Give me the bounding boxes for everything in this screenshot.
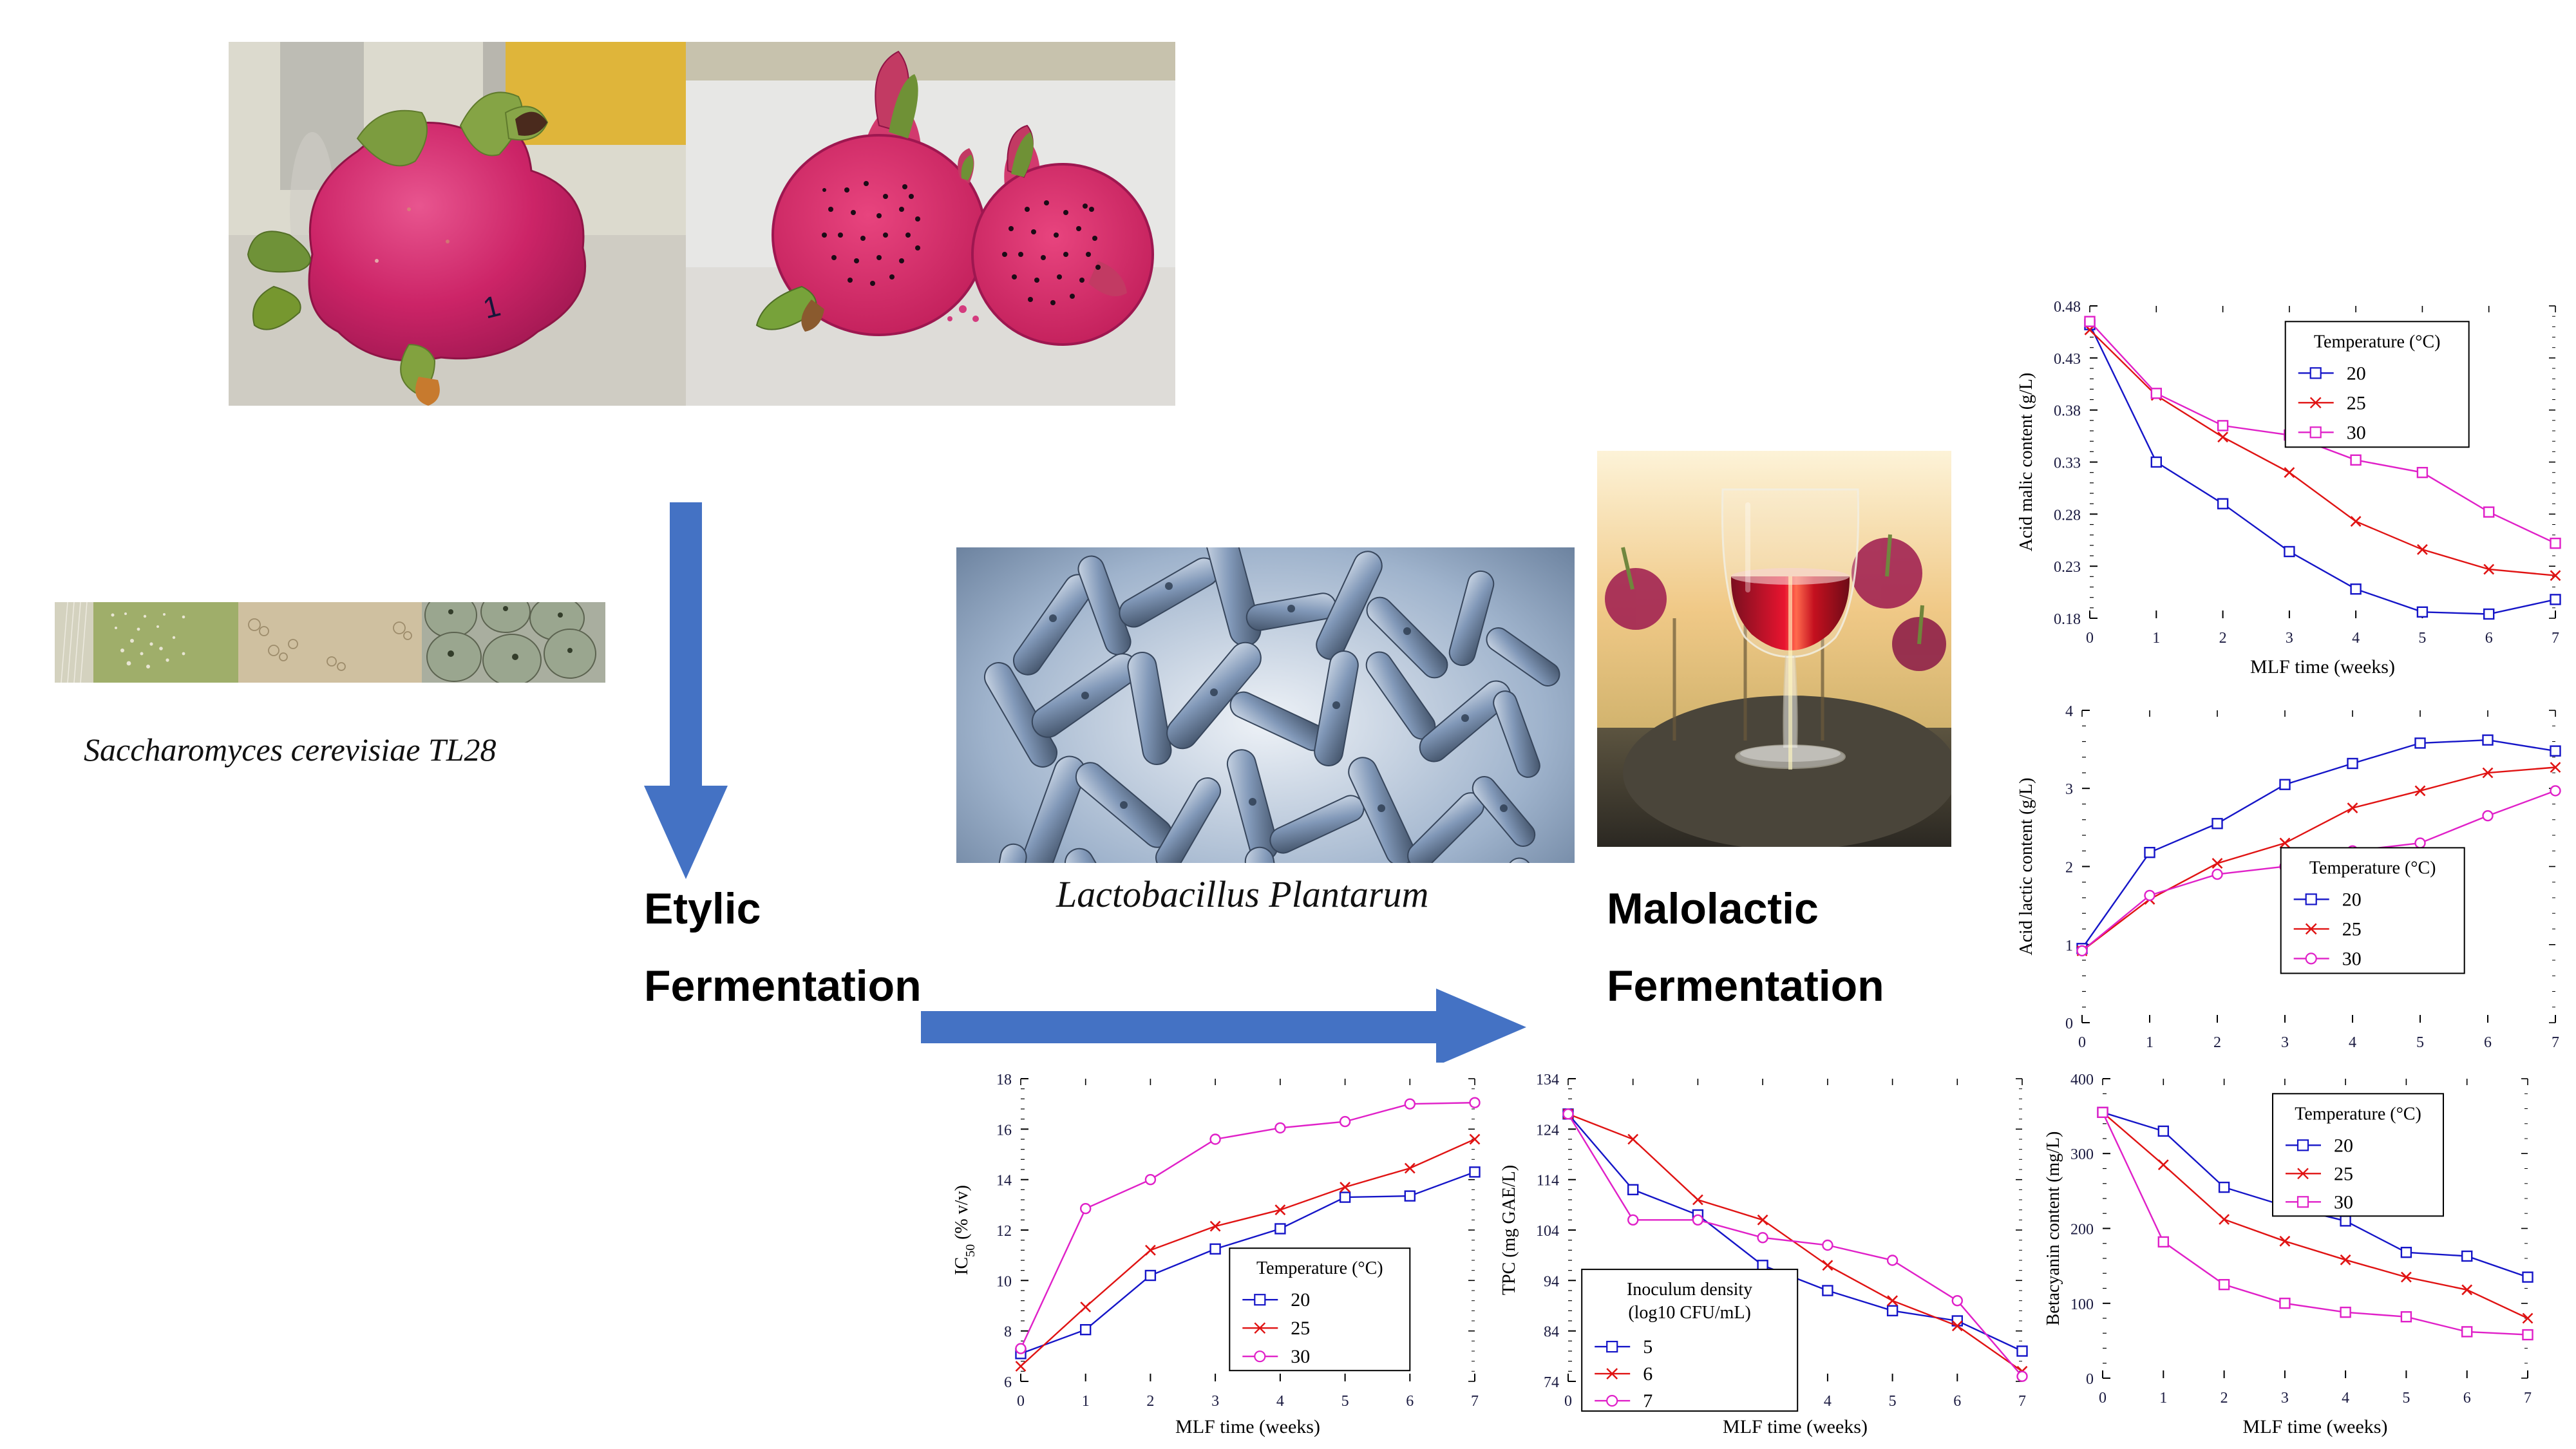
- svg-text:2: 2: [2213, 1034, 2221, 1051]
- svg-text:MLF time (weeks): MLF time (weeks): [2243, 1416, 2388, 1437]
- svg-text:6: 6: [2485, 630, 2493, 647]
- svg-text:84: 84: [1544, 1324, 1559, 1341]
- svg-text:0: 0: [2086, 630, 2094, 647]
- svg-text:8: 8: [1004, 1324, 1012, 1341]
- svg-text:74: 74: [1544, 1374, 1559, 1391]
- svg-text:0.33: 0.33: [2054, 455, 2081, 472]
- svg-text:6: 6: [1004, 1374, 1012, 1391]
- svg-text:0: 0: [1564, 1393, 1572, 1410]
- svg-text:2: 2: [2219, 630, 2227, 647]
- svg-text:1: 1: [2159, 1390, 2167, 1406]
- svg-text:Inoculum density: Inoculum density: [1627, 1280, 1752, 1300]
- svg-text:30: 30: [1291, 1346, 1310, 1367]
- svg-text:400: 400: [2070, 1072, 2094, 1088]
- svg-text:4: 4: [2065, 703, 2073, 720]
- svg-text:0: 0: [2099, 1390, 2107, 1406]
- svg-text:1: 1: [2065, 938, 2073, 954]
- svg-text:25: 25: [2334, 1163, 2353, 1184]
- svg-text:Acid malic content (g/L): Acid malic content (g/L): [2018, 373, 2036, 552]
- svg-text:Temperature (°C): Temperature (°C): [1256, 1258, 1383, 1278]
- svg-text:7: 7: [2018, 1393, 2026, 1410]
- svg-text:0.28: 0.28: [2054, 507, 2081, 524]
- svg-text:5: 5: [2402, 1390, 2410, 1406]
- svg-text:10: 10: [996, 1273, 1012, 1290]
- svg-text:3: 3: [2286, 630, 2293, 647]
- svg-text:30: 30: [2334, 1191, 2353, 1213]
- svg-text:0.48: 0.48: [2054, 299, 2081, 316]
- svg-text:0: 0: [2086, 1371, 2094, 1388]
- svg-text:3: 3: [2065, 781, 2073, 798]
- svg-text:2: 2: [1146, 1393, 1154, 1410]
- svg-text:30: 30: [2347, 422, 2366, 443]
- svg-text:12: 12: [996, 1223, 1012, 1240]
- svg-text:0.18: 0.18: [2054, 611, 2081, 628]
- svg-text:4: 4: [1824, 1393, 1832, 1410]
- svg-text:4: 4: [2352, 630, 2360, 647]
- svg-text:6: 6: [1406, 1393, 1414, 1410]
- svg-text:0: 0: [2065, 1016, 2073, 1032]
- svg-text:0.43: 0.43: [2054, 351, 2081, 368]
- svg-text:20: 20: [2334, 1135, 2353, 1156]
- svg-text:7: 7: [2524, 1390, 2532, 1406]
- svg-text:5: 5: [1341, 1393, 1349, 1410]
- svg-text:114: 114: [1537, 1173, 1559, 1189]
- svg-text:5: 5: [2418, 630, 2426, 647]
- svg-text:30: 30: [2342, 948, 2362, 969]
- svg-text:100: 100: [2070, 1296, 2094, 1313]
- svg-text:0: 0: [2078, 1034, 2086, 1051]
- svg-text:0.23: 0.23: [2054, 559, 2081, 576]
- svg-text:1: 1: [2152, 630, 2160, 647]
- svg-text:4: 4: [1276, 1393, 1284, 1410]
- svg-text:Temperature (°C): Temperature (°C): [2295, 1104, 2421, 1124]
- svg-text:6: 6: [1953, 1393, 1961, 1410]
- svg-text:5: 5: [1643, 1336, 1653, 1358]
- svg-text:3: 3: [1211, 1393, 1219, 1410]
- svg-text:104: 104: [1536, 1223, 1559, 1240]
- svg-text:MLF time (weeks): MLF time (weeks): [2250, 656, 2395, 677]
- svg-text:134: 134: [1536, 1072, 1559, 1088]
- svg-text:16: 16: [996, 1122, 1012, 1139]
- svg-text:Temperature (°C): Temperature (°C): [2309, 858, 2436, 878]
- svg-text:7: 7: [2552, 630, 2559, 647]
- svg-text:3: 3: [2281, 1390, 2289, 1406]
- svg-text:18: 18: [996, 1072, 1012, 1088]
- svg-text:0.38: 0.38: [2054, 403, 2081, 420]
- svg-text:TPC (mg GAE/L): TPC (mg GAE/L): [1501, 1165, 1519, 1295]
- svg-text:MLF time (weeks): MLF time (weeks): [1175, 1416, 1320, 1437]
- svg-text:7: 7: [2552, 1034, 2559, 1051]
- svg-text:1: 1: [2146, 1034, 2154, 1051]
- svg-text:200: 200: [2070, 1222, 2094, 1238]
- svg-text:5: 5: [2416, 1034, 2424, 1051]
- svg-text:Betacyanin content (mg/L): Betacyanin content (mg/L): [2045, 1132, 2063, 1326]
- svg-text:7: 7: [1643, 1390, 1653, 1412]
- svg-text:1: 1: [1082, 1393, 1090, 1410]
- svg-text:14: 14: [996, 1173, 1012, 1189]
- svg-text:300: 300: [2070, 1146, 2094, 1163]
- svg-text:2: 2: [2221, 1390, 2228, 1406]
- svg-text:2: 2: [2065, 860, 2073, 876]
- svg-text:25: 25: [2342, 918, 2362, 940]
- svg-text:5: 5: [1889, 1393, 1897, 1410]
- svg-text:6: 6: [1643, 1363, 1653, 1385]
- svg-text:Acid lactic content (g/L): Acid lactic content (g/L): [2018, 778, 2036, 956]
- svg-text:7: 7: [1471, 1393, 1479, 1410]
- svg-text:124: 124: [1536, 1122, 1559, 1139]
- svg-text:Temperature (°C): Temperature (°C): [2314, 332, 2441, 352]
- svg-text:20: 20: [1291, 1289, 1310, 1311]
- svg-text:0: 0: [1017, 1393, 1025, 1410]
- svg-text:3: 3: [2281, 1034, 2289, 1051]
- svg-text:MLF time (weeks): MLF time (weeks): [1723, 1416, 1868, 1437]
- svg-text:20: 20: [2342, 889, 2362, 910]
- svg-text:25: 25: [2347, 392, 2366, 413]
- svg-text:6: 6: [2463, 1390, 2471, 1406]
- svg-text:20: 20: [2347, 363, 2366, 384]
- svg-text:6: 6: [2484, 1034, 2492, 1051]
- svg-text:(log10 CFU/mL): (log10 CFU/mL): [1628, 1303, 1751, 1323]
- svg-text:94: 94: [1544, 1273, 1559, 1290]
- svg-text:25: 25: [1291, 1318, 1310, 1339]
- svg-text:4: 4: [2349, 1034, 2356, 1051]
- svg-text:4: 4: [2342, 1390, 2349, 1406]
